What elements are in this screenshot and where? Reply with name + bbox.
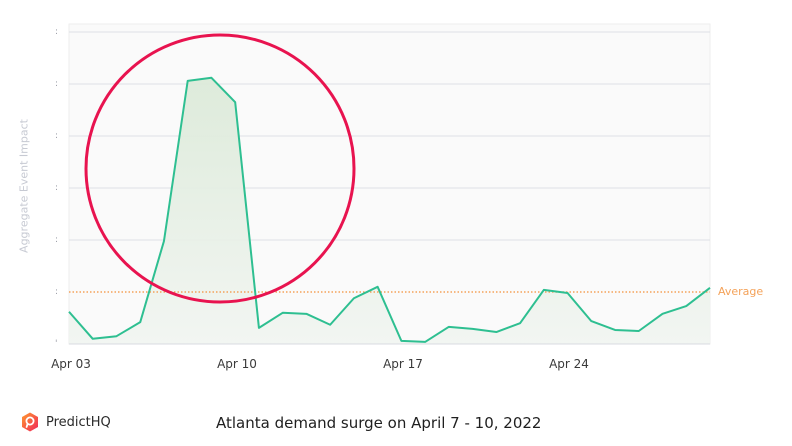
brand-name: PredictHQ	[46, 414, 111, 430]
y-tick: :	[55, 235, 59, 245]
y-tick: :	[55, 183, 59, 193]
y-tick: '	[55, 339, 58, 349]
area-fill	[69, 77, 710, 344]
highlight-circle	[84, 33, 356, 304]
y-tick: :	[55, 79, 59, 89]
average-label: Average	[718, 285, 764, 298]
predicthq-logo-icon	[22, 412, 38, 432]
y-tick: :	[55, 131, 59, 141]
x-tick-apr-17: Apr 17	[383, 357, 423, 371]
y-axis-label: Aggregate Event Impact	[17, 119, 31, 253]
data-line	[68, 76, 711, 343]
x-tick-apr-24: Apr 24	[549, 357, 589, 371]
y-tick: :	[55, 27, 59, 37]
x-tick-apr-03: Apr 03	[51, 357, 91, 371]
brand-logo: PredictHQ	[21, 412, 111, 432]
x-tick-apr-10: Apr 10	[217, 357, 257, 371]
y-tick: :	[55, 287, 59, 297]
chart-caption: Atlanta demand surge on April 7 - 10, 20…	[216, 414, 542, 432]
